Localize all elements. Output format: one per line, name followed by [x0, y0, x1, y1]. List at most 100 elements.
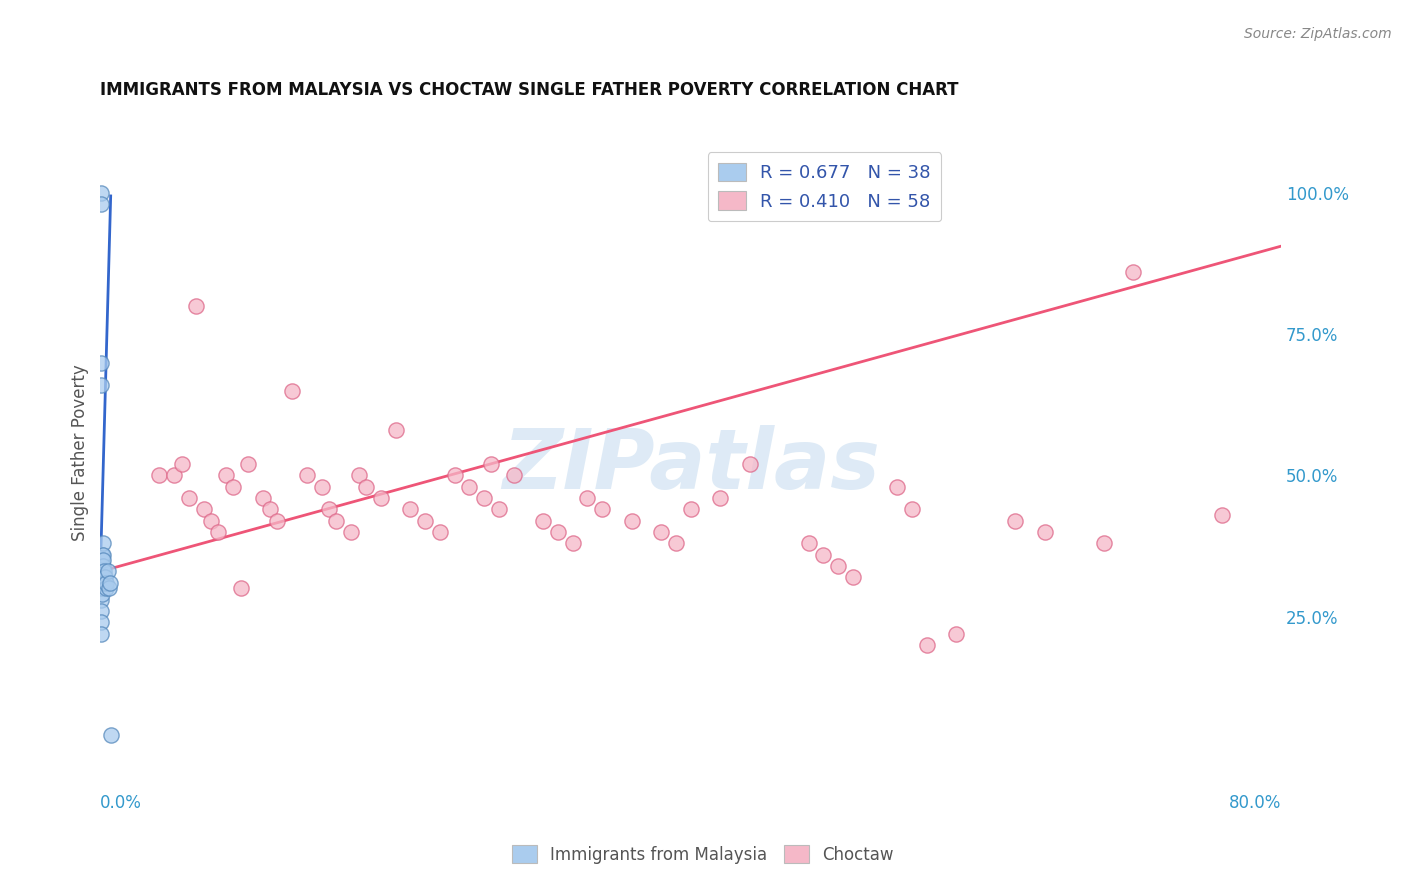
Point: [429, 524, 451, 539]
Point: [472, 491, 495, 505]
Point: [90, 548, 112, 562]
Point: [93, 575, 115, 590]
Point: [91, 587, 114, 601]
Point: [200, 514, 222, 528]
Point: [90, 604, 112, 618]
Point: [901, 502, 924, 516]
Point: [94, 582, 117, 596]
Point: [177, 491, 200, 505]
Point: [413, 514, 436, 528]
Point: [665, 536, 688, 550]
Point: [738, 457, 761, 471]
Point: [370, 491, 392, 505]
Point: [547, 524, 569, 539]
Y-axis label: Single Father Poverty: Single Father Poverty: [72, 365, 89, 541]
Point: [502, 468, 524, 483]
Point: [148, 468, 170, 483]
Point: [945, 626, 967, 640]
Point: [91, 570, 114, 584]
Point: [90, 558, 112, 573]
Point: [591, 502, 613, 516]
Point: [813, 548, 835, 562]
Point: [1122, 265, 1144, 279]
Point: [347, 468, 370, 483]
Point: [679, 502, 702, 516]
Point: [90, 355, 112, 369]
Point: [91, 575, 114, 590]
Point: [91, 558, 114, 573]
Point: [90, 186, 112, 200]
Point: [481, 457, 503, 471]
Point: [170, 457, 193, 471]
Legend: Immigrants from Malaysia, Choctaw: Immigrants from Malaysia, Choctaw: [505, 838, 901, 871]
Point: [90, 378, 112, 392]
Point: [311, 480, 333, 494]
Text: Source: ZipAtlas.com: Source: ZipAtlas.com: [1244, 27, 1392, 41]
Point: [295, 468, 318, 483]
Point: [93, 565, 115, 579]
Point: [1004, 514, 1026, 528]
Point: [458, 480, 481, 494]
Point: [90, 582, 112, 596]
Point: [90, 197, 112, 211]
Point: [90, 582, 112, 596]
Point: [91, 565, 114, 579]
Point: [252, 491, 274, 505]
Point: [325, 514, 347, 528]
Point: [91, 553, 114, 567]
Point: [90, 558, 112, 573]
Point: [842, 570, 865, 584]
Point: [186, 299, 208, 313]
Point: [163, 468, 186, 483]
Point: [90, 548, 112, 562]
Text: IMMIGRANTS FROM MALAYSIA VS CHOCTAW SINGLE FATHER POVERTY CORRELATION CHART: IMMIGRANTS FROM MALAYSIA VS CHOCTAW SING…: [100, 80, 959, 99]
Point: [886, 480, 908, 494]
Point: [318, 502, 340, 516]
Point: [531, 514, 554, 528]
Point: [222, 480, 245, 494]
Point: [709, 491, 731, 505]
Point: [915, 638, 938, 652]
Point: [91, 548, 114, 562]
Text: 80.0%: 80.0%: [1229, 795, 1281, 813]
Text: 0.0%: 0.0%: [100, 795, 142, 813]
Point: [94, 570, 117, 584]
Point: [650, 524, 672, 539]
Point: [488, 502, 510, 516]
Point: [90, 570, 112, 584]
Point: [561, 536, 583, 550]
Point: [281, 384, 304, 398]
Point: [399, 502, 422, 516]
Point: [797, 536, 820, 550]
Point: [1092, 536, 1115, 550]
Point: [827, 558, 849, 573]
Point: [384, 423, 406, 437]
Point: [90, 626, 112, 640]
Point: [620, 514, 643, 528]
Point: [90, 565, 112, 579]
Point: [340, 524, 363, 539]
Point: [97, 565, 120, 579]
Point: [1033, 524, 1056, 539]
Point: [236, 457, 259, 471]
Point: [443, 468, 465, 483]
Point: [229, 582, 252, 596]
Point: [207, 524, 229, 539]
Point: [91, 536, 114, 550]
Point: [90, 570, 112, 584]
Point: [91, 558, 114, 573]
Point: [91, 575, 114, 590]
Point: [90, 615, 112, 630]
Point: [266, 514, 288, 528]
Point: [98, 582, 121, 596]
Text: ZIPatlas: ZIPatlas: [502, 425, 880, 506]
Point: [576, 491, 599, 505]
Point: [215, 468, 238, 483]
Point: [91, 548, 114, 562]
Legend: R = 0.677   N = 38, R = 0.410   N = 58: R = 0.677 N = 38, R = 0.410 N = 58: [707, 152, 942, 221]
Point: [1211, 508, 1233, 522]
Point: [90, 592, 112, 607]
Point: [96, 575, 118, 590]
Point: [98, 575, 121, 590]
Point: [354, 480, 377, 494]
